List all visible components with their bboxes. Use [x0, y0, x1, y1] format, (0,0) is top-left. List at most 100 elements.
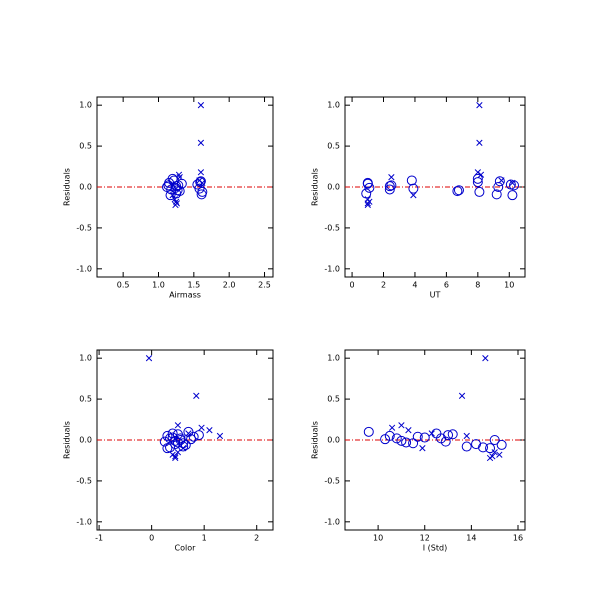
point: [167, 428, 178, 439]
point: [452, 186, 463, 197]
y-tick-label: 0.0: [327, 436, 340, 445]
y-tick-label: -1.0: [76, 517, 92, 526]
point: [384, 181, 395, 192]
point: [412, 431, 423, 442]
point: [192, 179, 203, 190]
x-tick-label: 2: [254, 534, 259, 543]
point: [195, 176, 206, 187]
point: [471, 439, 482, 450]
point: [428, 430, 435, 437]
point: [199, 179, 206, 187]
point: [175, 433, 186, 444]
point: [363, 426, 374, 437]
x-tick-label: 8: [475, 281, 480, 290]
point: [496, 451, 503, 458]
x-axis-label: UT: [430, 291, 441, 300]
x-axis-label: Airmass: [169, 291, 201, 300]
point: [509, 179, 516, 187]
y-tick-label: -0.5: [76, 476, 92, 485]
x-tick-label: -1: [95, 534, 103, 543]
y-tick-label: 0.0: [79, 436, 92, 445]
point: [398, 422, 405, 429]
point: [364, 201, 371, 209]
y-tick-label: 0.0: [79, 183, 92, 192]
x-tick-label: 4: [412, 281, 417, 290]
point: [405, 427, 412, 434]
x-tick-label: 1: [202, 534, 207, 543]
y-tick-label: -0.5: [324, 223, 340, 232]
point: [419, 445, 426, 452]
x-axis-label: I (Std): [423, 544, 447, 553]
y-tick-label: 1.0: [79, 101, 92, 110]
point: [491, 189, 502, 200]
point: [408, 183, 419, 194]
point: [388, 174, 395, 181]
point: [491, 449, 498, 456]
point: [494, 176, 505, 187]
x-tick-label: 2: [381, 281, 386, 290]
y-tick-label: 1.0: [79, 354, 92, 363]
x-tick-label: 10: [373, 534, 383, 543]
point: [171, 196, 178, 203]
point: [384, 184, 395, 195]
point: [197, 102, 205, 109]
point: [188, 431, 199, 442]
x-tick-label: 0.5: [117, 281, 130, 290]
point: [498, 177, 505, 184]
x-tick-label: 16: [513, 534, 523, 543]
point: [386, 180, 397, 191]
point: [172, 453, 179, 460]
point: [180, 439, 191, 450]
point: [169, 192, 176, 199]
point: [401, 437, 412, 448]
point: [489, 453, 496, 460]
y-tick-label: -1.0: [324, 264, 340, 273]
y-axis-label: Residuals: [63, 168, 72, 206]
y-tick-label: -0.5: [324, 476, 340, 485]
point: [476, 102, 483, 109]
x-tick-label: 1.0: [152, 281, 165, 290]
point: [391, 433, 402, 444]
point: [195, 177, 206, 188]
point: [364, 200, 371, 207]
y-tick-label: 0.5: [327, 142, 340, 151]
point: [496, 439, 507, 450]
y-tick-label: -0.5: [76, 223, 92, 232]
x-tick-label: 12: [420, 534, 430, 543]
point: [180, 445, 187, 452]
point: [174, 449, 182, 456]
point: [463, 432, 470, 440]
point: [482, 355, 489, 362]
y-axis-label: Residuals: [311, 421, 320, 459]
x-tick-label: 0: [350, 281, 355, 290]
y-axis-label: Residuals: [63, 421, 72, 459]
x-tick-label: 2.0: [223, 281, 236, 290]
point: [406, 175, 417, 186]
point: [174, 422, 182, 429]
point: [198, 424, 205, 431]
point: [489, 435, 500, 445]
y-axis-label: Residuals: [311, 168, 320, 206]
point: [175, 171, 183, 178]
point: [508, 180, 519, 191]
point: [472, 177, 483, 188]
x-tick-label: 10: [504, 281, 514, 290]
point: [186, 434, 197, 445]
point: [196, 189, 207, 200]
point: [216, 432, 224, 440]
point: [478, 442, 489, 453]
point: [507, 190, 518, 201]
point: [362, 177, 373, 188]
y-tick-label: 0.5: [79, 395, 92, 404]
point: [193, 430, 204, 441]
point: [436, 433, 447, 444]
y-tick-label: 1.0: [327, 354, 340, 363]
point: [170, 182, 181, 193]
point: [476, 139, 483, 146]
y-tick-label: 0.5: [327, 395, 340, 404]
point: [193, 392, 200, 399]
point: [388, 424, 396, 431]
point: [173, 200, 181, 207]
point: [408, 438, 419, 449]
